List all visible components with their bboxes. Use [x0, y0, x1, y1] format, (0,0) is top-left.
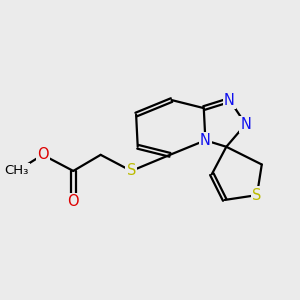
Text: N: N	[200, 133, 211, 148]
Text: S: S	[127, 164, 136, 178]
Text: O: O	[68, 194, 79, 209]
Text: CH₃: CH₃	[5, 164, 29, 177]
Text: N: N	[240, 117, 251, 132]
Text: O: O	[37, 147, 49, 162]
Text: N: N	[224, 93, 235, 108]
Text: S: S	[252, 188, 262, 202]
